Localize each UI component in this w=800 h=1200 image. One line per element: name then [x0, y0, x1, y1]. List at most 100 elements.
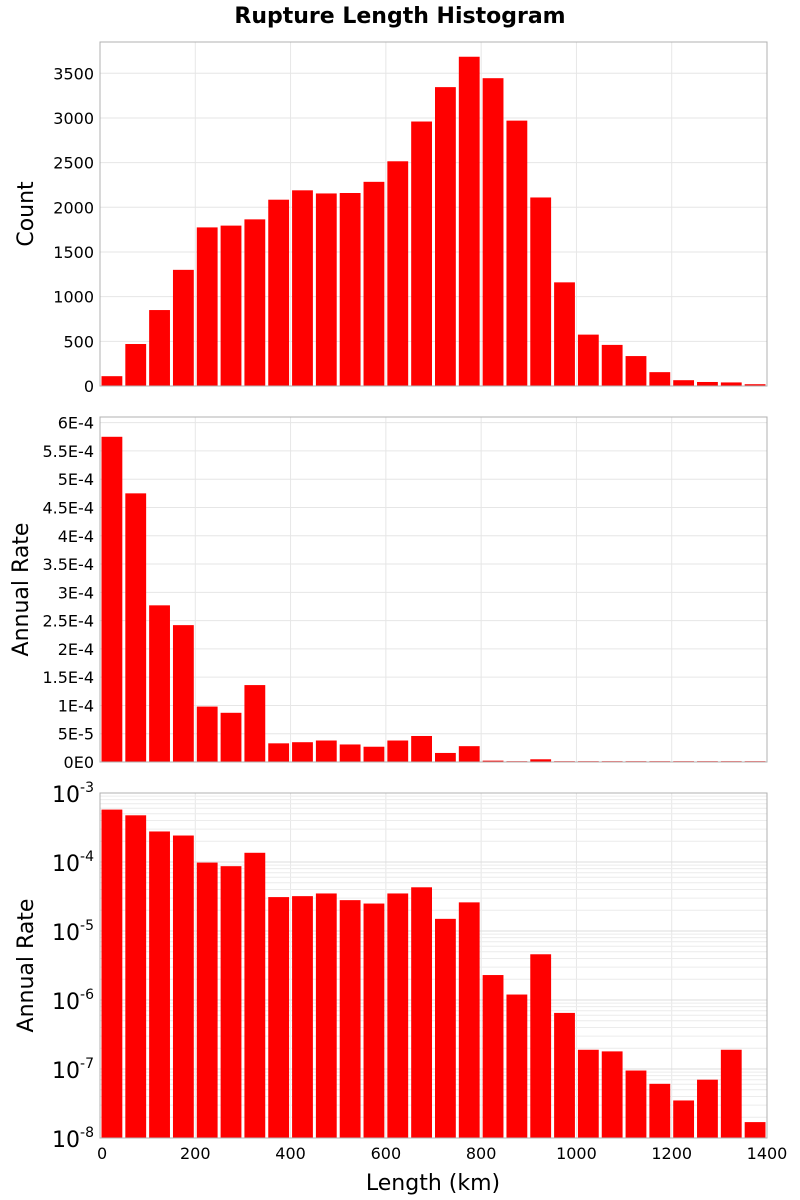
y-tick-label: 1500	[53, 243, 94, 262]
plot-frame	[99, 792, 768, 1139]
bar-rate-linear-7	[268, 743, 290, 762]
y-axis-title: Count	[14, 181, 39, 247]
bar-count-25	[697, 381, 718, 386]
y-tick-label: 5.5E-4	[42, 442, 94, 461]
y-tick-label: 2000	[53, 198, 94, 217]
bar-rate-linear-1	[125, 493, 147, 762]
bar-rate-log-2	[149, 831, 170, 1138]
bar-rate-linear-6	[244, 685, 266, 762]
bar-rate-log-6	[244, 852, 266, 1138]
y-tick-label: 3500	[53, 64, 94, 83]
bar-count-11	[363, 181, 385, 386]
bar-rate-log-13	[411, 887, 432, 1138]
bar-rate-log-14	[435, 918, 456, 1138]
y-tick-label: 5E-5	[58, 725, 94, 744]
y-tick-label: 2E-4	[58, 640, 94, 659]
panel-rate-log: 10-8 10-7 10-6 10-5 10-4 10-3 Annual Rate 0 200 4…	[14, 780, 787, 1163]
bar-count-3	[172, 269, 194, 386]
bar-rate-log-11	[363, 903, 385, 1138]
bar-rate-linear-13	[411, 735, 432, 762]
y-tick-label: 0	[84, 377, 94, 396]
bar-rate-linear-18	[530, 759, 552, 762]
y-axis-title: Annual Rate	[14, 899, 39, 1033]
bar-rate-linear-11	[363, 746, 385, 762]
bar-count-7	[268, 199, 290, 386]
panels-layer: 0500100015002000250030003500Count0E05E-5…	[9, 41, 787, 1163]
y-tick-label: 1000	[53, 288, 94, 307]
y-tick-label: 1.5E-4	[42, 668, 94, 687]
y-tick-label: 1E-4	[58, 696, 94, 715]
bar-rate-linear-8	[292, 742, 313, 762]
x-tick-label: 1000	[556, 1144, 597, 1163]
bar-rate-log-21	[601, 1051, 623, 1138]
x-axis-title: Length (km)	[366, 1171, 500, 1196]
bar-rate-linear-10	[339, 744, 361, 762]
y-tick-label: 6E-4	[58, 414, 94, 433]
y-axis-title: Annual Rate	[9, 523, 34, 657]
bar-rate-log-22	[625, 1070, 647, 1138]
y-tick-label: 10-7	[52, 1056, 94, 1084]
bar-rate-log-20	[577, 1049, 599, 1138]
bar-rate-log-10	[339, 900, 361, 1138]
bar-count-0	[101, 376, 123, 386]
bar-count-22	[625, 356, 647, 386]
x-tick-label: 1400	[747, 1144, 788, 1163]
bar-rate-log-9	[315, 893, 337, 1138]
y-tick-label: 10-4	[52, 849, 94, 877]
bar-rate-log-7	[268, 897, 290, 1138]
bar-rate-log-27	[744, 1122, 766, 1138]
bar-rate-log-3	[172, 835, 194, 1138]
bar-count-9	[315, 193, 337, 386]
bar-count-5	[220, 225, 242, 386]
y-tick-label: 3.5E-4	[42, 555, 94, 574]
bar-rate-linear-2	[149, 605, 170, 762]
y-tick-label: 3E-4	[58, 583, 94, 602]
bar-rate-log-19	[554, 1012, 575, 1138]
y-tick-label: 10-5	[52, 918, 94, 946]
x-tick-label: 1200	[651, 1144, 692, 1163]
bar-rate-linear-3	[172, 625, 194, 762]
bar-count-21	[601, 344, 623, 386]
plot-frame	[99, 416, 768, 763]
bar-rate-log-5	[220, 866, 242, 1138]
y-tick-label: 3000	[53, 109, 94, 128]
bar-rate-linear-0	[101, 436, 123, 762]
chart-title: Rupture Length Histogram	[234, 4, 565, 29]
bar-count-20	[577, 334, 599, 386]
bar-count-1	[125, 344, 147, 386]
bar-count-17	[506, 120, 528, 386]
y-tick-label: 4.5E-4	[42, 498, 94, 517]
y-tick-label: 500	[63, 332, 94, 351]
y-tick-label: 10-3	[52, 780, 94, 808]
y-tick-label: 10-8	[52, 1125, 94, 1153]
bar-rate-log-4	[196, 862, 218, 1138]
y-tick-label: 0E0	[64, 753, 94, 772]
bar-count-18	[530, 197, 552, 386]
x-tick-label: 800	[466, 1144, 497, 1163]
panel-rate-linear: 0E0 5E-5 1E-4 1.5E-4 2E-4 2.5E-4 3E-4 3.5E-4 4E-…	[9, 414, 768, 772]
bar-count-13	[411, 121, 432, 386]
y-tick-label: 5E-4	[58, 470, 94, 489]
bar-rate-linear-12	[387, 740, 409, 762]
bar-rate-log-8	[292, 896, 313, 1138]
bar-rate-linear-4	[196, 706, 218, 762]
bar-rate-log-12	[387, 893, 409, 1138]
bar-count-16	[482, 78, 504, 386]
bar-rate-log-18	[530, 954, 552, 1138]
bar-rate-log-25	[697, 1079, 718, 1138]
bar-count-4	[196, 227, 218, 386]
bar-rate-log-17	[506, 994, 528, 1138]
bar-count-15	[458, 56, 480, 386]
x-tick-label: 0	[97, 1144, 107, 1163]
bar-rate-linear-5	[220, 712, 242, 762]
bar-count-12	[387, 161, 409, 386]
bar-rate-log-16	[482, 975, 504, 1138]
bar-count-2	[149, 310, 170, 386]
x-tick-label: 200	[180, 1144, 211, 1163]
bar-rate-log-1	[125, 815, 147, 1138]
x-tick-label: 600	[371, 1144, 402, 1163]
bar-rate-log-15	[458, 902, 480, 1138]
bar-count-6	[244, 219, 266, 386]
bar-count-27	[744, 384, 766, 386]
